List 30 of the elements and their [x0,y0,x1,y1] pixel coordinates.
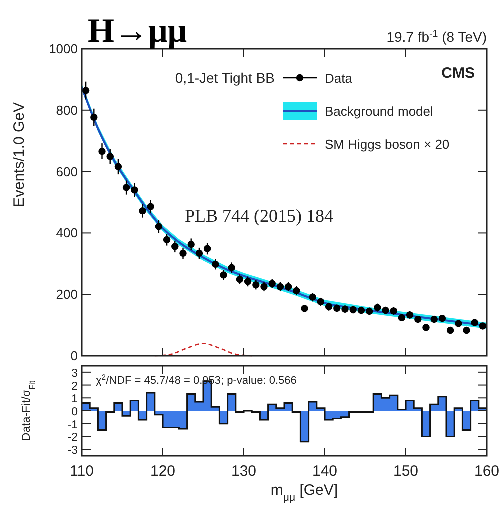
chart-title: H→μμ [88,13,187,50]
annotation: CMS [442,65,475,82]
x-tick-label: 110 [70,463,94,480]
y-tick-label: 400 [56,226,78,241]
y-tick-label: 3 [72,368,78,380]
text: 19.7 fb$^{-1}$ (8 TeV) [386,28,487,45]
y-tick-label: -3 [68,445,78,458]
y-axis-title: Events/1.0 GeV [11,102,28,208]
annotation: PLB 744 (2015) 184 [185,206,334,226]
y-tick-label: 1 [72,394,78,406]
y-tick-label: -2 [68,432,78,444]
legend-label: Data [325,71,354,86]
y-tick-label: 800 [56,102,78,118]
x-tick-label: 140 [312,463,338,480]
y-tick-label: -1 [68,419,78,432]
legend-title: 0,1-Jet Tight BB [175,70,275,86]
x-tick-label: 150 [393,463,419,480]
legend-label: Background model [325,104,434,119]
x-axis-title: m$_{μμ}$ [GeV] [270,482,338,504]
x-tick-label: 120 [150,463,176,480]
y-tick-label: 2 [72,380,78,393]
x-tick-label: 160 [474,463,500,480]
y-tick-label: 0 [70,348,78,364]
legend-label: SM Higgs boson × 20 [325,137,450,152]
y-tick-label: 600 [56,164,78,180]
y-tick-label: 1000 [49,42,78,56]
x-tick-label: 130 [231,463,257,480]
y-tick-label: 200 [56,287,78,302]
y-tick-label: 0 [72,406,78,418]
annotation: χ$^{2}$/NDF = 45.7/48 = 0.953; p-value: 0.566 [96,372,297,387]
